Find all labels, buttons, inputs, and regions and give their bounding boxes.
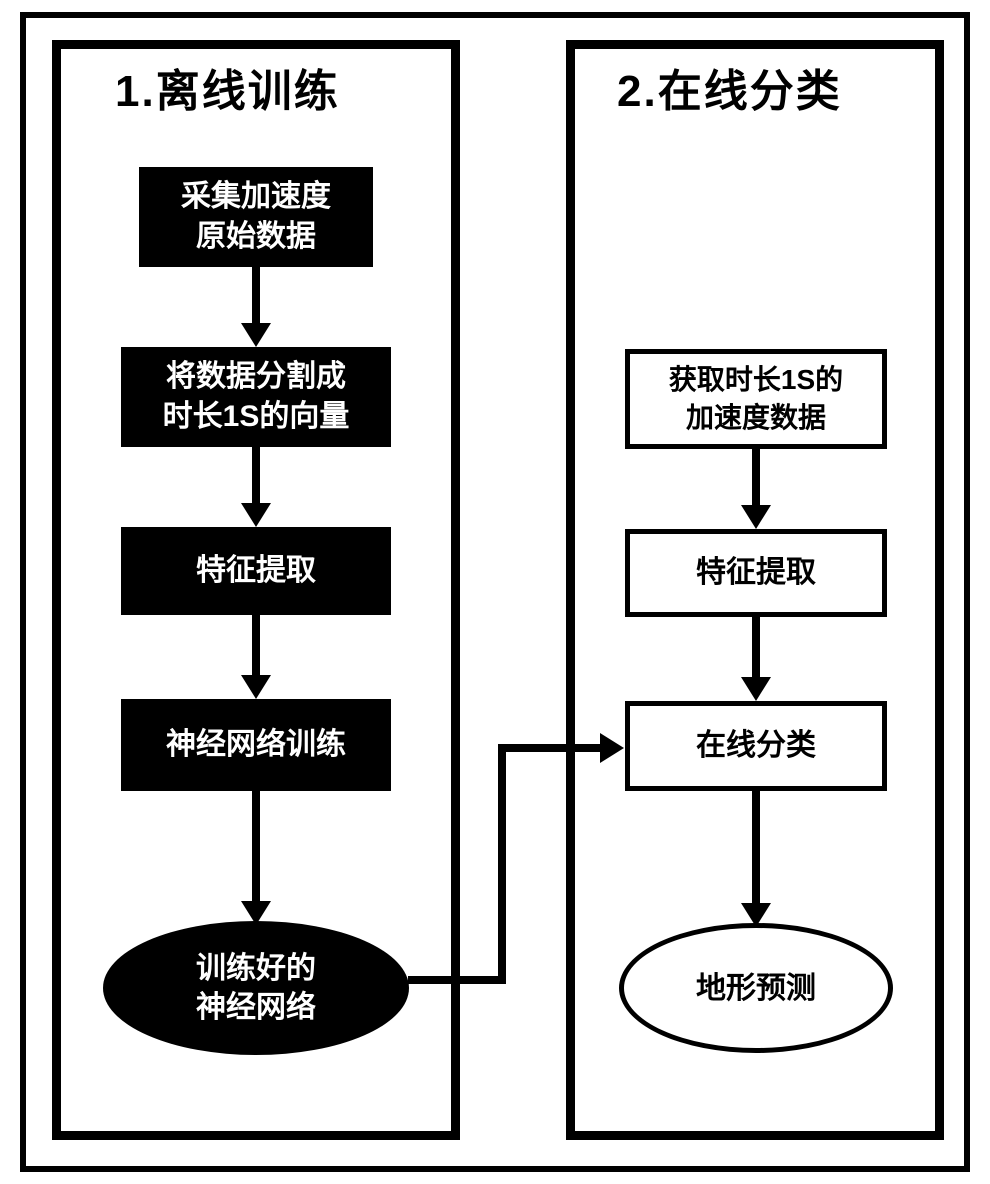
node-acquire-1s-accel: 获取时长1S的加速度数据 — [625, 349, 887, 449]
panel-online-classification: 2.在线分类 获取时长1S的加速度数据 特征提取 在线分类 地形预测 — [566, 40, 944, 1140]
node-nn-training: 神经网络训练 — [121, 699, 391, 791]
node-collect-accel-raw: 采集加速度原始数据 — [139, 167, 373, 267]
panel-offline-training: 1.离线训练 采集加速度原始数据 将数据分割成时长1S的向量 特征提取 神经网络… — [52, 40, 460, 1140]
node-feature-extract-right: 特征提取 — [625, 529, 887, 617]
node-online-classify: 在线分类 — [625, 701, 887, 791]
node-feature-extract-left: 特征提取 — [121, 527, 391, 615]
node-split-1s-vectors: 将数据分割成时长1S的向量 — [121, 347, 391, 447]
panel-title-left: 1.离线训练 — [115, 55, 340, 119]
node-terrain-prediction: 地形预测 — [619, 923, 893, 1053]
panel-title-right: 2.在线分类 — [617, 55, 842, 119]
node-trained-nn: 训练好的神经网络 — [103, 921, 409, 1055]
